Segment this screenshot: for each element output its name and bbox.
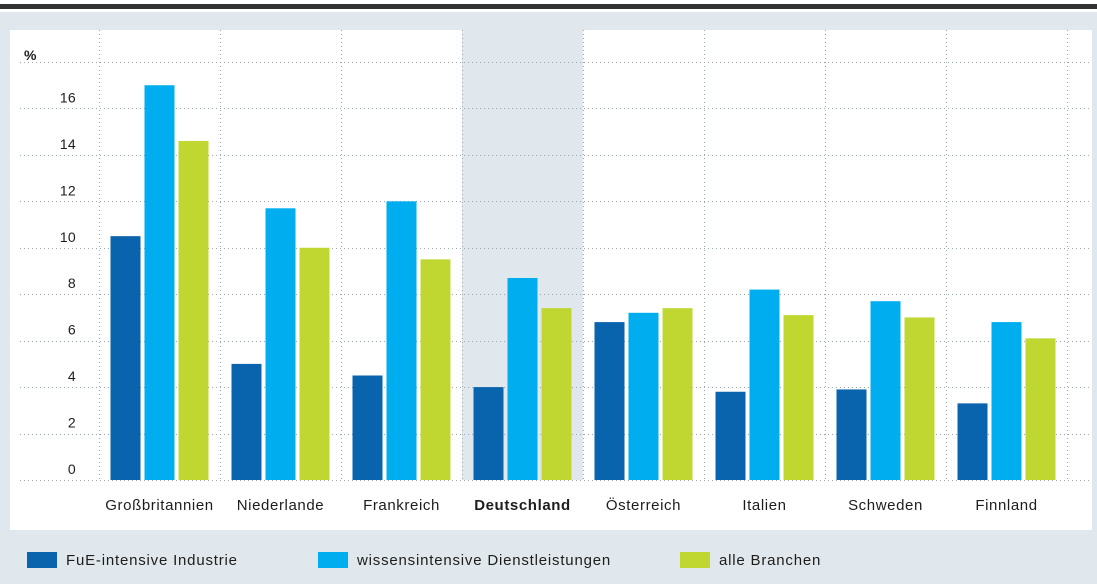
bar-fue-intensive-industrie (836, 389, 867, 480)
bar-alle-branchen (541, 308, 572, 480)
legend-label: wissensintensive Dienstleistungen (357, 551, 612, 569)
legend-item-alle-branchen: alle Branchen (680, 550, 821, 570)
bar-wissensintensive-dienstleistungen (265, 208, 296, 481)
bar-alle-branchen (420, 259, 451, 480)
category-label: Italien (742, 497, 786, 514)
bar-wissensintensive-dienstleistungen (507, 277, 538, 480)
y-tick-label: 2 (68, 415, 76, 431)
bar-wissensintensive-dienstleistungen (628, 312, 659, 480)
category-label: Deutschland (474, 497, 571, 514)
legend-swatch-dark-blue (27, 552, 57, 568)
category-label: Finnland (975, 497, 1037, 514)
legend-label: alle Branchen (719, 551, 822, 569)
top-rule (0, 4, 1097, 9)
legend-swatch-light-blue (318, 552, 348, 568)
bar-fue-intensive-industrie (352, 375, 383, 480)
y-tick-label: 14 (60, 136, 76, 152)
category-label: Österreich (606, 496, 681, 514)
bar-wissensintensive-dienstleistungen (870, 301, 901, 480)
bar-wissensintensive-dienstleistungen (386, 201, 417, 481)
bar-fue-intensive-industrie (957, 403, 988, 480)
legend-item-fue-intensive-industrie: FuE-intensive Industrie (27, 550, 238, 570)
category-label: Niederlande (237, 497, 325, 514)
bar-wissensintensive-dienstleistungen (144, 85, 175, 480)
bar-wissensintensive-dienstleistungen (991, 322, 1022, 480)
y-tick-label: 8 (68, 275, 76, 291)
bar-alle-branchen (783, 315, 814, 480)
bar-alle-branchen (662, 308, 693, 480)
y-tick-label: 0 (68, 461, 76, 477)
legend-item-wissensintensive-dienstleistungen: wissensintensive Dienstleistungen (318, 550, 611, 570)
bar-fue-intensive-industrie (231, 363, 262, 480)
y-tick-label: 6 (68, 322, 76, 338)
bar-wissensintensive-dienstleistungen (749, 289, 780, 480)
legend-label: FuE-intensive Industrie (66, 551, 238, 569)
bar-alle-branchen (1025, 338, 1056, 480)
y-tick-label: 4 (68, 368, 76, 384)
category-label: Großbritannien (105, 497, 213, 514)
y-tick-label: 10 (60, 229, 76, 245)
bar-fue-intensive-industrie (110, 236, 141, 480)
y-tick-label: 16 (60, 89, 76, 105)
bar-alle-branchen (178, 140, 209, 480)
bar-alle-branchen (299, 247, 330, 480)
bar-fue-intensive-industrie (594, 322, 625, 480)
y-tick-label: 12 (60, 182, 76, 198)
bar-alle-branchen (904, 317, 935, 480)
category-label: Frankreich (363, 497, 440, 514)
y-axis-label: % (24, 47, 37, 63)
bar-fue-intensive-industrie (473, 387, 504, 480)
legend-swatch-green (680, 552, 710, 568)
category-label: Schweden (848, 497, 923, 514)
bar-fue-intensive-industrie (715, 391, 746, 480)
